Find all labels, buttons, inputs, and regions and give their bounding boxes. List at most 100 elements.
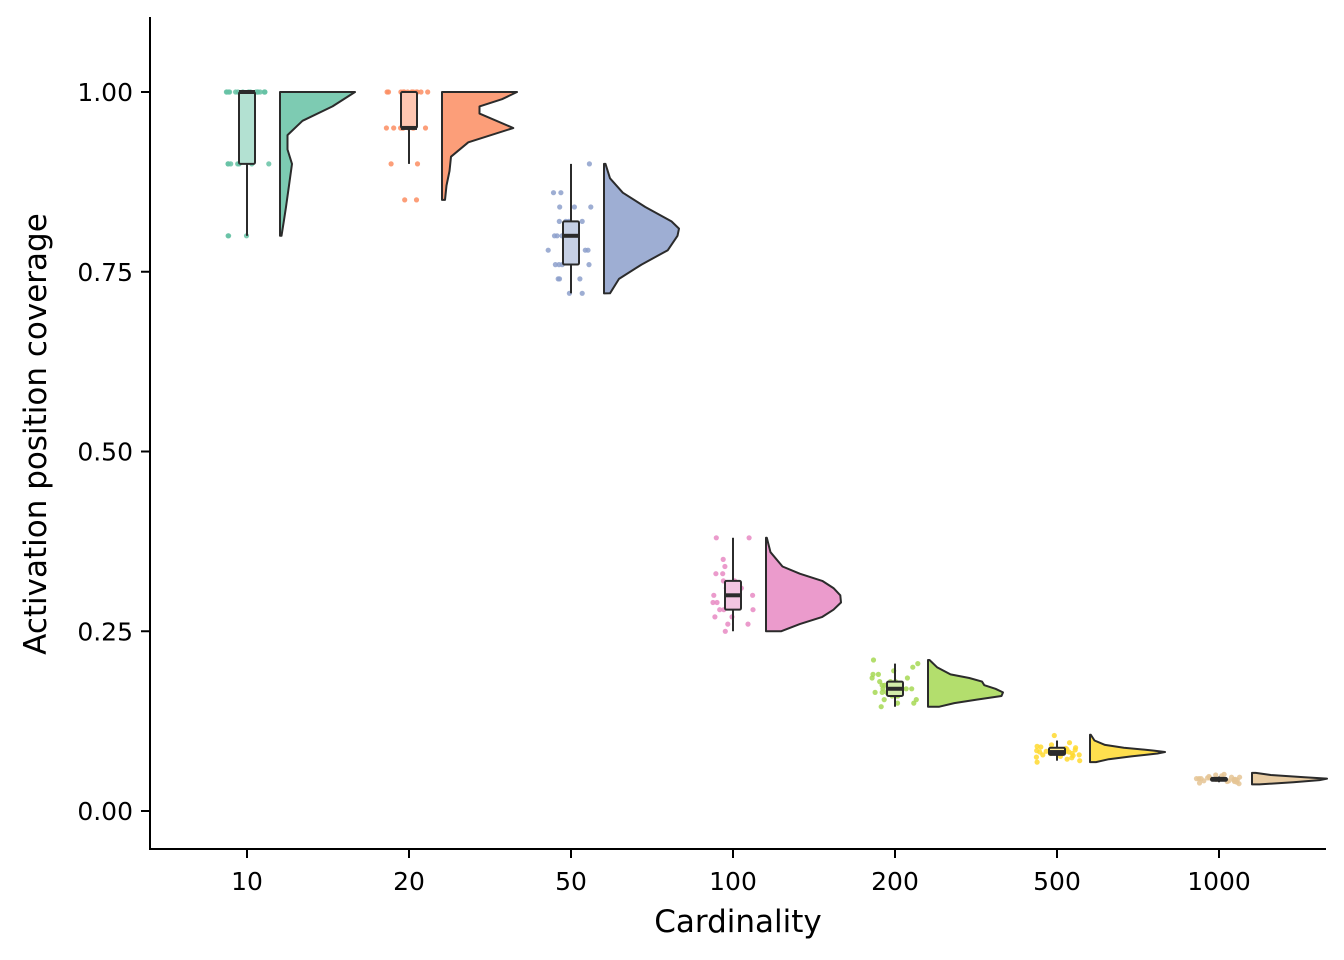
data-point-20-27	[413, 197, 420, 203]
data-point-500-4	[1033, 754, 1039, 760]
data-point-500-25	[1034, 743, 1040, 749]
x-axis-ticks: 10 20 50 100 200 500 1000	[231, 849, 1251, 896]
x-tick-label-1: 20	[393, 867, 425, 896]
data-point-10-19	[266, 161, 272, 167]
data-point-200-23	[870, 671, 876, 678]
data-point-20-25	[414, 161, 421, 167]
data-point-200-26	[910, 664, 916, 670]
data-point-50-15	[551, 233, 558, 239]
data-point-50-5	[552, 262, 559, 268]
data-point-500-2	[1064, 756, 1070, 762]
data-point-20-20	[391, 125, 397, 131]
data-point-200-2	[894, 700, 901, 706]
data-point-1000-17	[1228, 774, 1235, 780]
rain-layer	[223, 89, 1243, 787]
data-point-100-6	[717, 607, 723, 613]
data-point-100-9	[710, 599, 716, 606]
data-point-500-27	[1066, 740, 1073, 746]
data-point-100-0	[722, 628, 728, 634]
data-point-200-8	[872, 689, 878, 696]
x-tick-label-2: 50	[555, 867, 587, 896]
data-point-10-15	[224, 89, 230, 95]
data-point-1000-1	[1196, 780, 1203, 786]
data-point-50-1	[579, 290, 585, 296]
data-point-50-25	[558, 190, 564, 196]
density-cloud-10	[279, 91, 356, 237]
data-point-50-23	[557, 204, 563, 210]
iqr-box-10	[238, 91, 256, 165]
y-tick-label-3: 0.75	[77, 258, 133, 287]
data-point-100-18	[720, 571, 726, 577]
data-point-20-5	[384, 89, 390, 95]
data-point-50-6	[586, 262, 592, 268]
data-point-500-28	[1051, 732, 1057, 739]
y-axis-ticks: 0.00 0.25 0.50 0.75 1.00	[77, 78, 150, 826]
data-point-50-22	[588, 204, 594, 210]
y-tick-label-0: 0.00	[77, 797, 133, 826]
data-point-50-3	[556, 276, 563, 282]
data-point-200-28	[870, 657, 877, 663]
data-point-500-0	[1034, 759, 1040, 765]
data-point-200-11	[909, 686, 915, 692]
data-point-20-12	[418, 89, 424, 95]
data-point-10-25	[225, 233, 231, 239]
data-point-500-23	[1073, 745, 1079, 751]
data-point-500-26	[1048, 742, 1055, 748]
data-point-100-3	[712, 614, 718, 620]
x-tick-label-5: 500	[1033, 867, 1081, 896]
data-point-100-19	[713, 571, 719, 577]
data-point-20-22	[383, 125, 389, 131]
data-point-10-11	[261, 89, 267, 95]
data-point-50-10	[545, 247, 551, 253]
data-point-200-22	[904, 675, 911, 681]
data-point-10-22	[225, 161, 231, 167]
data-point-500-16	[1043, 748, 1049, 754]
data-point-1000-18	[1237, 774, 1243, 780]
x-tick-label-6: 1000	[1187, 867, 1251, 896]
data-point-1000-14	[1193, 776, 1200, 782]
density-cloud-100	[765, 536, 842, 633]
box-layer	[238, 90, 1228, 783]
data-point-50-26	[586, 161, 593, 167]
data-point-200-27	[915, 661, 921, 667]
data-point-100-23	[713, 535, 719, 541]
data-point-500-1	[1077, 758, 1083, 764]
data-point-1000-22	[1221, 771, 1227, 777]
data-point-500-18	[1034, 748, 1040, 754]
data-point-200-24	[875, 671, 882, 678]
y-tick-label-4: 1.00	[77, 78, 133, 107]
y-tick-label-2: 0.50	[77, 438, 133, 467]
density-cloud-200	[927, 659, 1004, 708]
data-point-100-7	[750, 607, 756, 613]
data-point-1000-19	[1206, 773, 1212, 780]
y-tick-label-1: 0.25	[77, 617, 133, 646]
data-point-100-13	[750, 592, 756, 598]
density-cloud-20	[441, 91, 518, 201]
data-point-100-12	[711, 592, 717, 598]
density-cloud-500	[1089, 733, 1166, 764]
y-axis-label: Activation position coverage	[18, 213, 54, 655]
data-point-1000-11	[1232, 776, 1239, 783]
data-point-200-0	[878, 704, 884, 710]
data-point-500-8	[1076, 752, 1082, 758]
data-point-20-4	[425, 89, 431, 95]
data-point-100-22	[746, 535, 752, 541]
data-point-20-24	[388, 161, 394, 167]
data-point-50-8	[556, 262, 562, 268]
data-point-50-24	[550, 190, 557, 196]
data-point-1000-21	[1213, 772, 1219, 778]
data-point-1000-13	[1198, 776, 1204, 782]
data-point-50-11	[585, 247, 591, 253]
data-point-200-3	[913, 697, 919, 703]
iqr-box-20	[400, 91, 418, 129]
data-point-100-21	[720, 556, 726, 563]
cloud-layer	[279, 91, 1328, 786]
x-tick-label-3: 100	[709, 867, 757, 896]
data-point-100-8	[714, 599, 720, 606]
iqr-box-50	[562, 220, 580, 266]
density-cloud-50	[603, 162, 680, 295]
data-point-100-1	[745, 621, 751, 627]
data-point-50-21	[571, 204, 578, 210]
data-point-200-18	[877, 679, 883, 685]
